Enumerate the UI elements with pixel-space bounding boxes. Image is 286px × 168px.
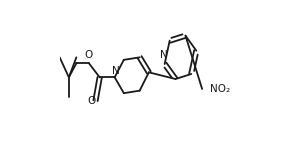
Text: O: O — [85, 50, 93, 60]
Text: NO₂: NO₂ — [210, 84, 231, 94]
Text: N: N — [112, 66, 120, 76]
Text: N: N — [160, 50, 168, 60]
Text: O: O — [87, 96, 96, 106]
